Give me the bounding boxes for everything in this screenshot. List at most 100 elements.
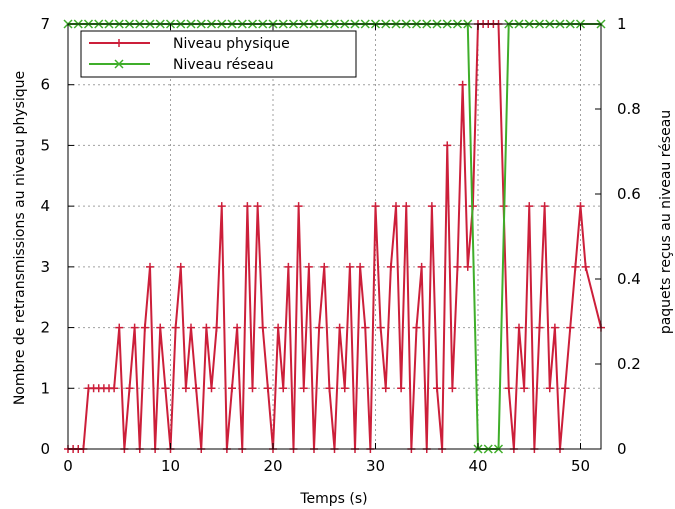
x-tick-label: 0	[63, 457, 73, 475]
data-point	[130, 323, 139, 332]
data-point	[181, 384, 190, 393]
data-point	[525, 202, 534, 211]
x-tick-label: 40	[468, 457, 487, 475]
y2-tick-label: 1	[617, 15, 627, 33]
data-point	[448, 384, 457, 393]
data-point	[386, 262, 395, 271]
data-point	[279, 384, 288, 393]
x-axis-label: Temps (s)	[299, 491, 367, 507]
y2-tick-label: 0.6	[617, 185, 641, 203]
data-point	[146, 262, 154, 271]
data-point	[125, 384, 134, 393]
legend-marker-physique	[115, 39, 123, 47]
data-point	[371, 202, 380, 211]
data-point	[356, 262, 365, 271]
data-point	[427, 202, 436, 211]
data-point	[274, 323, 283, 332]
data-point	[340, 384, 349, 393]
data-point	[345, 262, 354, 271]
ticks-layer: 0 10 20 30 40 50 0 1 2 3 4 5 6 7 0 0.2 0.4 0.6 0.8 1	[40, 15, 640, 475]
data-point	[110, 384, 119, 393]
data-point	[304, 262, 313, 271]
x-tick-label: 50	[571, 457, 590, 475]
x-tick-label: 30	[366, 457, 385, 475]
data-point	[212, 323, 221, 332]
data-point	[187, 323, 195, 332]
data-point	[453, 262, 462, 271]
y2-tick-label: 0	[617, 440, 627, 458]
data-point	[566, 323, 575, 332]
data-point	[320, 262, 329, 271]
data-point	[545, 384, 554, 393]
data-point	[176, 262, 185, 271]
x-tick-label: 10	[161, 457, 180, 475]
data-point	[253, 202, 262, 211]
data-point	[571, 262, 580, 271]
legend-marker-reseau	[114, 59, 124, 69]
data-point	[561, 384, 570, 393]
data-point	[504, 384, 513, 393]
data-point	[315, 323, 324, 332]
data-point	[284, 262, 293, 271]
plot-frame	[67, 23, 602, 450]
data-point	[515, 323, 523, 332]
data-point	[397, 384, 406, 393]
data-point	[392, 202, 400, 211]
data-point	[140, 323, 149, 332]
data-point	[417, 262, 426, 271]
y-tick-label: 3	[40, 258, 50, 276]
legend: Niveau physique Niveau réseau	[80, 30, 357, 78]
x-tick-label: 20	[263, 457, 282, 475]
data-point	[248, 384, 257, 393]
data-point	[207, 384, 216, 393]
data-point	[202, 323, 211, 332]
y-tick-label: 1	[40, 379, 50, 397]
legend-label-physique: Niveau physique	[173, 36, 290, 52]
data-point	[115, 323, 124, 332]
data-point	[258, 323, 267, 332]
data-point	[433, 384, 441, 393]
data-point	[458, 80, 467, 89]
y2-tick-label: 0.2	[617, 355, 641, 373]
grid	[68, 24, 601, 449]
y-tick-label: 5	[40, 136, 50, 154]
y2-tick-label: 0.8	[617, 100, 641, 118]
data-point	[228, 384, 236, 393]
y-tick-label: 6	[40, 76, 50, 94]
data-point	[581, 262, 590, 271]
data-point	[335, 323, 344, 332]
legend-label-reseau: Niveau réseau	[173, 57, 274, 73]
data-point	[463, 262, 472, 271]
data-point	[540, 202, 549, 211]
data-point	[171, 323, 180, 332]
data-point	[325, 384, 334, 393]
data-point	[217, 202, 226, 211]
y-tick-label: 4	[40, 197, 50, 215]
series-line	[68, 23, 602, 450]
data-point	[550, 323, 559, 332]
data-point	[535, 323, 544, 332]
legend-box	[80, 30, 357, 78]
data-point	[156, 323, 165, 332]
data-point	[443, 141, 452, 150]
data-point	[294, 202, 303, 211]
data-point	[299, 384, 308, 393]
data-point	[576, 202, 585, 211]
y-tick-label: 0	[40, 440, 50, 458]
series-line	[68, 23, 601, 450]
data-point	[376, 323, 385, 332]
data-point	[233, 323, 242, 332]
data-point	[243, 202, 252, 211]
data-point	[381, 384, 390, 393]
y-axis-label: Nombre de retransmissions au niveau phys…	[12, 71, 28, 405]
y2-axis-label: paquets reçus au niveau réseau	[658, 110, 674, 334]
y-tick-label: 7	[40, 15, 50, 33]
data-point	[161, 384, 170, 393]
y-tick-label: 2	[40, 319, 50, 337]
data-point	[192, 384, 201, 393]
data-point	[361, 323, 370, 332]
data-point	[402, 202, 411, 211]
data-point	[263, 384, 272, 393]
y2-tick-label: 0.4	[617, 270, 641, 288]
